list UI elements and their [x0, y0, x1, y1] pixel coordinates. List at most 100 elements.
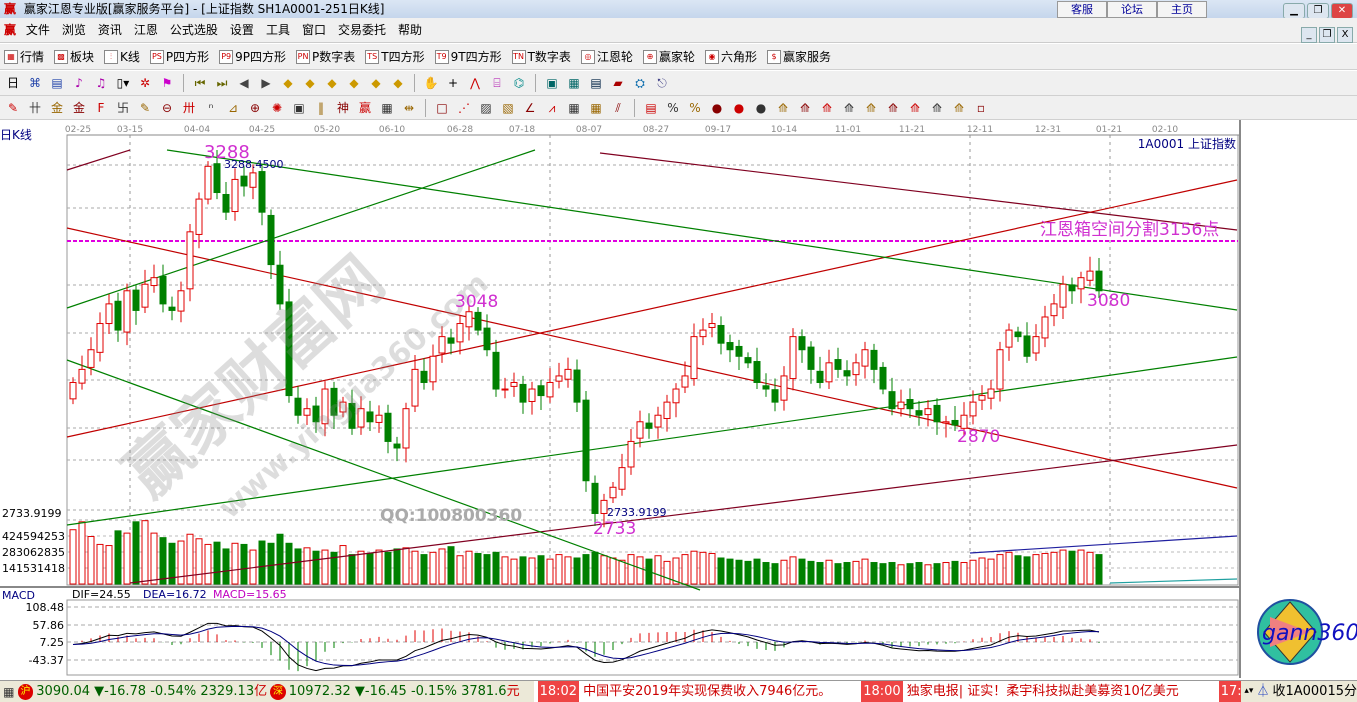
notes-icon[interactable]: ▤ — [590, 76, 602, 90]
network-icon[interactable]: ⌘ — [29, 76, 41, 90]
brush-icon[interactable]: ✎ — [139, 100, 151, 115]
toolbar-button-ps[interactable]: PS P四方形 — [149, 48, 209, 65]
menu-item[interactable]: 设置 — [229, 23, 254, 37]
child-minimize-button[interactable]: _ — [1301, 27, 1317, 43]
grid-icon[interactable]: ▦ — [568, 100, 580, 115]
scroll-spinner[interactable]: ▴▾ — [1244, 686, 1254, 696]
shen-icon[interactable]: 神 — [336, 100, 349, 115]
percent-ratio-icon[interactable]: % — [667, 100, 679, 115]
toolbar-button-hexagon[interactable]: ◉ 六角形 — [704, 48, 757, 65]
ruler-icon[interactable]: ▦ — [381, 100, 393, 115]
flag-icon[interactable]: ⚑ — [161, 76, 173, 90]
coin-2-icon[interactable]: ● — [733, 100, 745, 115]
trend-up-icon[interactable]: ⟰ — [777, 100, 789, 115]
circle-icon[interactable]: ⊖ — [161, 100, 173, 115]
draw-line-icon[interactable]: ⋀ — [470, 76, 480, 90]
news-item[interactable]: 中国平安2019年实现保费收入7946亿元。 — [583, 684, 832, 699]
channel-icon[interactable]: ⫽ — [615, 100, 621, 115]
hand-icon[interactable]: ✋ — [423, 76, 439, 90]
first-icon[interactable]: ⏮ — [194, 76, 206, 90]
network-settings-icon[interactable]: ⛭ — [635, 76, 645, 90]
table-icon[interactable]: ▦ — [3, 684, 15, 699]
fib-icon[interactable]: F — [97, 100, 105, 115]
toolbar-button-t9[interactable]: T9 9T四方形 — [434, 48, 502, 65]
menu-item[interactable]: 工具 — [265, 23, 290, 37]
toolbar-button-blocks[interactable]: ▩ 板块 — [54, 48, 94, 65]
expand-h-icon[interactable]: ◆ — [327, 76, 337, 90]
pen-icon[interactable]: ✎ — [7, 100, 19, 115]
gann-grid-icon[interactable]: ▧ — [502, 100, 514, 115]
candle-type-icon[interactable]: ▯▾ — [116, 76, 130, 90]
menu-item[interactable]: 浏览 — [61, 23, 86, 37]
stats-icon[interactable]: ▤ — [645, 100, 657, 115]
target-icon[interactable]: ⊕ — [249, 100, 261, 115]
gold-2-icon[interactable]: 金 — [72, 100, 85, 115]
grid-2-icon[interactable]: ▦ — [590, 100, 602, 115]
gann-lines-icon[interactable]: 卄 — [28, 100, 41, 115]
toolbar-button-candlestick[interactable]: ⫶ K线 — [104, 48, 140, 65]
clipboard-icon[interactable]: ▤ — [51, 76, 63, 90]
width-icon[interactable]: ⇹ — [403, 100, 415, 115]
wave-icon[interactable]: ⟰ — [865, 100, 877, 115]
child-restore-button[interactable]: ❐ — [1319, 27, 1335, 43]
percent-icon[interactable]: % — [689, 100, 701, 115]
toolbar-button-table[interactable]: ▦ 行情 — [4, 48, 44, 65]
prev-icon[interactable]: ◀ — [239, 76, 249, 90]
parallel-icon[interactable]: 卅 — [182, 100, 195, 115]
right-diamond-icon[interactable]: ◆ — [305, 76, 315, 90]
next-icon[interactable]: ▶ — [261, 76, 271, 90]
calendar-icon[interactable]: ▣ — [546, 76, 558, 90]
ying-icon[interactable]: 赢 — [358, 100, 371, 115]
gann-box-icon[interactable]: ▨ — [480, 100, 492, 115]
child-close-button[interactable]: X — [1337, 27, 1353, 43]
trend-2-icon[interactable]: ⟰ — [799, 100, 811, 115]
toolbar-button-pn[interactable]: PN P数字表 — [296, 48, 355, 65]
wave-4-icon[interactable]: ⟰ — [931, 100, 943, 115]
wave-3-icon[interactable]: ⟰ — [909, 100, 921, 115]
left-diamond-icon[interactable]: ◆ — [283, 76, 293, 90]
toolbar-button-p9[interactable]: P9 9P四方形 — [219, 48, 286, 65]
menu-item[interactable]: 文件 — [25, 23, 50, 37]
close-button[interactable]: ✕ — [1331, 3, 1353, 19]
expand-all-icon[interactable]: ◆ — [371, 76, 381, 90]
cycle-2-icon[interactable]: ⟰ — [843, 100, 855, 115]
shrink-h-icon[interactable]: ◆ — [349, 76, 359, 90]
crosshair-icon[interactable]: + — [447, 76, 459, 90]
exit-icon[interactable]: ⎋ — [657, 76, 667, 90]
news-item[interactable]: 独家电报| 证实！柔宇科技拟赴美募资10亿美元 — [906, 684, 1179, 699]
toolbar-button-ts[interactable]: TS T四方形 — [365, 48, 425, 65]
forum-link[interactable]: 论坛 — [1107, 1, 1157, 18]
formula-icon[interactable]: ⌸ — [493, 76, 501, 90]
news-ticker[interactable]: 18:02 中国平安2019年实现保费收入7946亿元。 18:00 独家电报| 证… — [533, 681, 1242, 702]
web-icon[interactable]: ✺ — [271, 100, 283, 115]
calculator-icon[interactable]: ▦ — [568, 76, 580, 90]
save-icon[interactable]: ▰ — [613, 76, 623, 90]
menu-item[interactable]: 交易委托 — [337, 23, 386, 37]
gold-coin-icon[interactable]: ● — [711, 100, 723, 115]
speed-lines-icon[interactable]: ‖ — [318, 100, 324, 115]
menu-item[interactable]: 公式选股 — [169, 23, 218, 37]
box-icon[interactable]: □ — [436, 100, 448, 115]
zigzag-icon[interactable]: ⩘ — [548, 100, 556, 115]
last-icon[interactable]: ⏭ — [216, 76, 228, 90]
toolbar-button-gann-wheel[interactable]: ◎ 江恩轮 — [580, 48, 633, 65]
restore-button[interactable]: ❐ — [1307, 3, 1329, 19]
wave-6-icon[interactable]: ▫ — [976, 100, 986, 115]
period-day-icon[interactable]: 日▾ — [6, 76, 19, 108]
coin-3-icon[interactable]: ● — [755, 100, 767, 115]
menu-item[interactable]: 帮助 — [397, 23, 422, 37]
wave-5-icon[interactable]: ⟰ — [953, 100, 965, 115]
expand-v-icon[interactable]: ◆ — [393, 76, 403, 90]
cycle-icon[interactable]: ⟰ — [821, 100, 833, 115]
menu-item[interactable]: 江恩 — [133, 23, 158, 37]
pattern-icon[interactable]: ✲ — [139, 76, 151, 90]
square-icon[interactable]: ▣ — [293, 100, 305, 115]
spiral-icon[interactable]: 卐 — [116, 100, 129, 115]
indicator-icon[interactable]: ⌬ — [513, 76, 525, 90]
menu-item[interactable]: 窗口 — [301, 23, 326, 37]
minimize-button[interactable]: ▁ — [1283, 3, 1305, 19]
home-link[interactable]: 主页 — [1157, 1, 1207, 18]
wave-2-icon[interactable]: ⟰ — [887, 100, 899, 115]
angle-icon[interactable]: ⊿ — [227, 100, 239, 115]
